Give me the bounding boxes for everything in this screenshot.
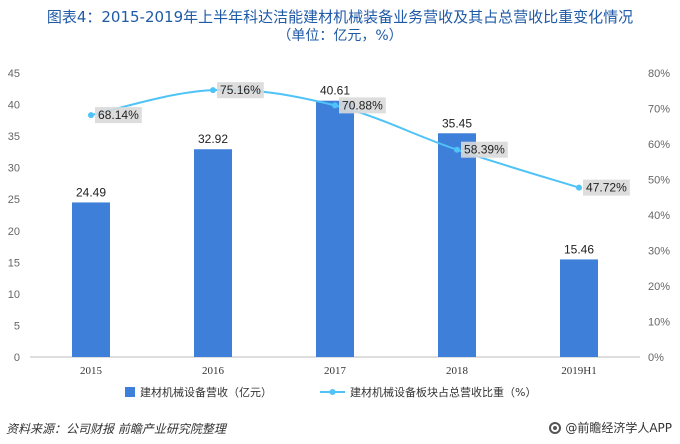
brand-mark: @前瞻经济学人APP [549,419,672,436]
left-tick-label: 25 [8,194,20,206]
line-value-label: 68.14% [98,108,139,122]
right-tick-label: 0% [648,352,664,364]
legend-bar-label: 建材机械设备营收（亿元） [140,385,272,399]
bar [194,149,232,357]
category-label: 2016 [202,365,225,377]
line-point [454,146,460,153]
line-value-label: 70.88% [342,98,383,112]
legend-line-marker [329,389,336,395]
bar-series: 24.49 32.92 40.61 35.45 15.46 [72,84,598,357]
line-label-box [461,141,508,158]
chart-subtitle: （单位：亿元，%） [277,28,403,44]
right-tick-label: 20% [648,281,670,293]
bar [560,259,598,357]
bar-value-label: 40.61 [320,84,350,98]
line-series: 68.14% 75.16% 70.88% 58.39% 47.72% [88,82,630,196]
line-point [332,102,338,109]
line-label-box [217,82,264,99]
line-label-box [339,97,386,114]
right-tick-label: 50% [648,175,670,187]
bar-value-label: 24.49 [76,185,106,199]
line-value-label: 47.72% [586,181,627,195]
category-labels: 2015 2016 2017 2018 2019H1 [80,365,597,377]
brand-text: @前瞻经济学人APP [565,421,672,435]
legend: 建材机械设备营收（亿元） 建材机械设备板块占总营收比重（%） [125,385,536,399]
left-tick-label: 20 [8,226,20,238]
category-label: 2017 [324,365,347,377]
legend-bar-swatch [125,387,135,397]
category-label: 2015 [80,365,103,377]
bar-value-label: 32.92 [198,132,228,146]
right-tick-label: 70% [648,104,670,116]
line-point [88,112,94,119]
bar-value-label: 15.46 [564,242,594,256]
brand-logo-icon [549,421,562,434]
left-tick-label: 0 [14,352,20,364]
left-tick-label: 30 [8,163,20,175]
bar [316,100,354,357]
source-note: 资料来源：公司财报 前瞻产业研究院整理 [6,422,226,436]
line-value-label: 58.39% [464,143,505,157]
left-tick-label: 10 [8,289,20,301]
left-tick-label: 5 [14,320,20,332]
category-label: 2019H1 [561,365,596,377]
right-tick-label: 10% [648,317,670,329]
line-label-box [583,179,630,196]
line-point [210,87,216,94]
right-tick-label: 40% [648,210,670,222]
right-axis-ticks: 0% 10% 20% 30% 40% 50% 60% 70% 80% [648,68,670,364]
left-tick-label: 45 [8,68,20,80]
right-tick-label: 80% [648,68,670,80]
left-tick-label: 35 [8,131,20,143]
line-point [576,184,582,191]
line-value-label: 75.16% [220,83,261,97]
right-tick-label: 60% [648,139,670,151]
bar [72,202,110,357]
category-label: 2018 [446,365,469,377]
left-tick-label: 15 [8,257,20,269]
left-axis-ticks: 0 5 10 15 20 25 30 35 40 45 [8,68,20,364]
line-label-box [95,107,142,124]
bar [438,133,476,357]
legend-line-label: 建材机械设备板块占总营收比重（%） [350,385,536,399]
chart-title: 图表4：2015-2019年上半年科达洁能建材机械装备业务营收及其占总营收比重变… [46,8,634,26]
bar-value-label: 35.45 [442,116,472,130]
left-tick-label: 40 [8,100,20,112]
right-tick-label: 30% [648,246,670,258]
